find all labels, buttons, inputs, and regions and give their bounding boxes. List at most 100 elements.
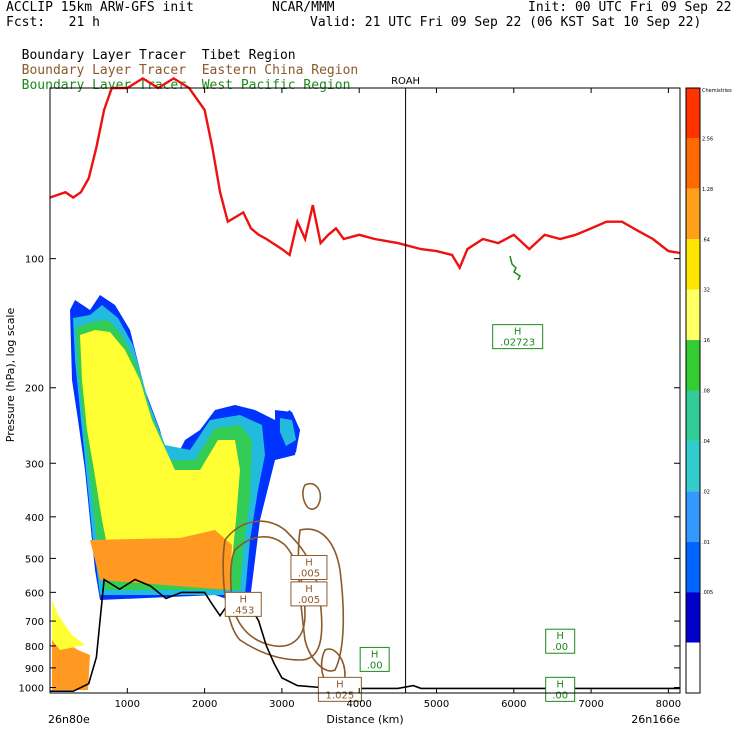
colorbar-swatch	[686, 592, 700, 643]
maximum-label: H	[371, 649, 379, 660]
maximum-box: H.00	[545, 676, 576, 702]
x-tick-label: 6000	[501, 699, 526, 710]
y-tick-label: 1000	[19, 683, 44, 694]
colorbar-level-label: .32	[702, 288, 710, 294]
maximum-value: .005	[298, 595, 320, 606]
maximum-box: H.005	[290, 581, 328, 607]
maximum-box: H1.025	[317, 676, 362, 702]
maximum-value: .02723	[500, 338, 535, 349]
wp-contour-small	[509, 255, 521, 281]
x-tick-label: 5000	[424, 699, 449, 710]
maximum-box: H.005	[290, 554, 328, 580]
x-left-end-label: 26n80e	[48, 713, 90, 726]
legend-line-west-pacific: Boundary Layer Tracer West Pacific Regio…	[6, 65, 351, 93]
y-tick-label: 500	[25, 554, 44, 565]
y-axis-ticks: 100 200 300 400 500 600 700 800 900 1000	[19, 255, 680, 694]
colorbar-swatch	[686, 239, 700, 290]
colorbar-swatch	[686, 390, 700, 441]
y-tick-label: 100	[25, 255, 44, 266]
y-tick-label: 600	[25, 588, 44, 599]
colorbar-level-label: .01	[702, 540, 710, 546]
colorbar-level-label: .005	[702, 590, 713, 596]
colorbar-swatch	[686, 440, 700, 492]
maximum-value: .005	[298, 568, 320, 579]
maximum-box: H.453	[224, 591, 262, 617]
tibet-plume-yellow-lower	[52, 600, 85, 650]
legend-line-tibet: Boundary Layer Tracer Tibet Region	[6, 35, 296, 63]
ec-contour-3	[302, 482, 322, 510]
maximum-value: .453	[232, 605, 254, 616]
x-tick-label: 3000	[269, 699, 294, 710]
colorbar-level-label: 2.56	[702, 136, 713, 142]
maximum-box-frame	[224, 591, 262, 617]
colorbar-swatch	[686, 289, 700, 341]
x-axis-label: Distance (km)	[326, 713, 403, 726]
x-right-end-label: 26n166e	[631, 713, 680, 726]
y-tick-label: 700	[25, 617, 44, 628]
colorbar-level-label: 1.28	[702, 187, 713, 193]
tibet-plume-orange-lower	[52, 620, 90, 690]
forecast-hour: Fcst: 21 h	[6, 15, 100, 30]
x-tick-label: 2000	[192, 699, 217, 710]
colorbar-level-label: .02	[702, 489, 710, 495]
colorbar: Chemistries 2.56 1.28 .64 .32 .16 .08 .04 .02 .01…	[685, 87, 732, 694]
plot-frame	[49, 87, 681, 694]
tibet-plume-yellow	[80, 330, 240, 560]
colorbar-level-label: .64	[702, 237, 710, 243]
x-tick-label: 4000	[346, 699, 371, 710]
maximum-label: H	[305, 557, 313, 568]
colorbar-level-label: Chemistries	[702, 88, 732, 94]
valid-time: Valid: 21 UTC Fri 09 Sep 22 (06 KST Sat …	[310, 15, 702, 30]
maximum-value: 1.025	[326, 690, 355, 701]
x-tick-label: 8000	[656, 699, 681, 710]
maximum-label: H	[514, 327, 522, 338]
y-tick-label: 200	[25, 384, 44, 395]
colorbar-frame	[685, 87, 701, 694]
colorbar-swatch	[686, 138, 700, 189]
tibet-plume-orange	[90, 530, 232, 590]
station-marker-label: ROAH	[391, 76, 420, 87]
tropopause-line	[49, 76, 681, 271]
maximum-box-frame	[545, 676, 576, 702]
init-time: Init: 00 UTC Fri 09 Sep 22	[528, 0, 732, 15]
y-tick-label: 300	[25, 459, 44, 470]
legend-prefix: Boundary Layer Tracer	[21, 63, 187, 78]
maximum-box: H.02723	[492, 324, 544, 350]
maximum-box-frame	[492, 324, 544, 350]
maximum-box-frame	[290, 581, 328, 607]
maximum-label: H	[556, 679, 564, 690]
y-tick-label: 400	[25, 513, 44, 524]
colorbar-swatch	[686, 340, 700, 391]
maximum-value: .00	[552, 642, 568, 653]
tracer-shading	[52, 295, 300, 690]
maximum-label: H	[305, 584, 313, 595]
legend-prefix: Boundary Layer Tracer	[21, 48, 187, 63]
x-tick-label: 1000	[115, 699, 140, 710]
legend-line-eastern-china: Boundary Layer Tracer Eastern China Regi…	[6, 50, 359, 78]
colorbar-swatch	[686, 541, 700, 593]
ec-contour-1	[222, 520, 323, 661]
maximum-label: H	[239, 594, 247, 605]
tropopause-layer	[49, 76, 681, 271]
colorbar-level-label: .16	[702, 338, 710, 344]
org-label: NCAR/MMM	[272, 0, 335, 15]
colorbar-swatch	[686, 88, 700, 139]
maximum-box: H.00	[359, 646, 390, 672]
maximum-box-frame	[545, 628, 576, 654]
x-axis-ticks: 1000 2000 3000 4000 5000 6000 7000 8000	[49, 88, 681, 710]
maximum-value: .00	[552, 690, 568, 701]
colorbar-swatch	[686, 642, 700, 693]
y-tick-label: 900	[25, 664, 44, 675]
model-title: ACCLIP 15km ARW-GFS init	[6, 0, 194, 15]
colorbar-level-label: .04	[702, 439, 710, 445]
maximum-value: .00	[367, 660, 383, 671]
colorbar-swatch	[686, 188, 700, 240]
maximum-box-frame	[359, 646, 390, 672]
legend-region-eastern-china: Eastern China Region	[201, 63, 359, 78]
east-pacific-plume-cyan	[280, 418, 296, 446]
maximum-box: H.00	[545, 628, 576, 654]
y-tick-label: 800	[25, 642, 44, 653]
x-tick-label: 7000	[578, 699, 603, 710]
maximum-box-frame	[317, 676, 362, 702]
